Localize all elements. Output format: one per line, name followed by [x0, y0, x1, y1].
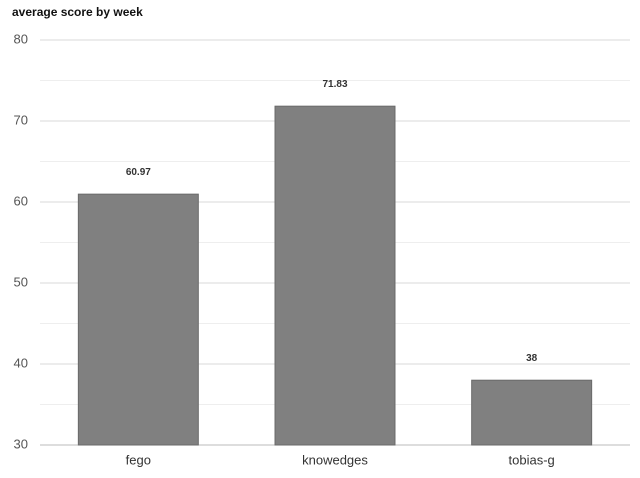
- value-label: 60.97: [126, 167, 151, 178]
- y-tick-label: 30: [14, 436, 28, 451]
- y-tick-label: 70: [14, 112, 28, 127]
- x-tick-label: tobias-g: [509, 452, 555, 467]
- y-tick-label: 40: [14, 355, 28, 370]
- bar: [471, 379, 593, 446]
- y-tick-label: 50: [14, 274, 28, 289]
- y-tick-label: 60: [14, 193, 28, 208]
- chart-title: average score by week: [12, 5, 143, 19]
- x-tick-label: knowedges: [302, 452, 368, 467]
- value-label: 38: [526, 353, 538, 364]
- bar: [274, 105, 396, 446]
- bar: [77, 193, 199, 446]
- y-tick-label: 80: [14, 31, 28, 46]
- value-label: 71.83: [322, 79, 347, 90]
- x-tick-label: fego: [126, 452, 151, 467]
